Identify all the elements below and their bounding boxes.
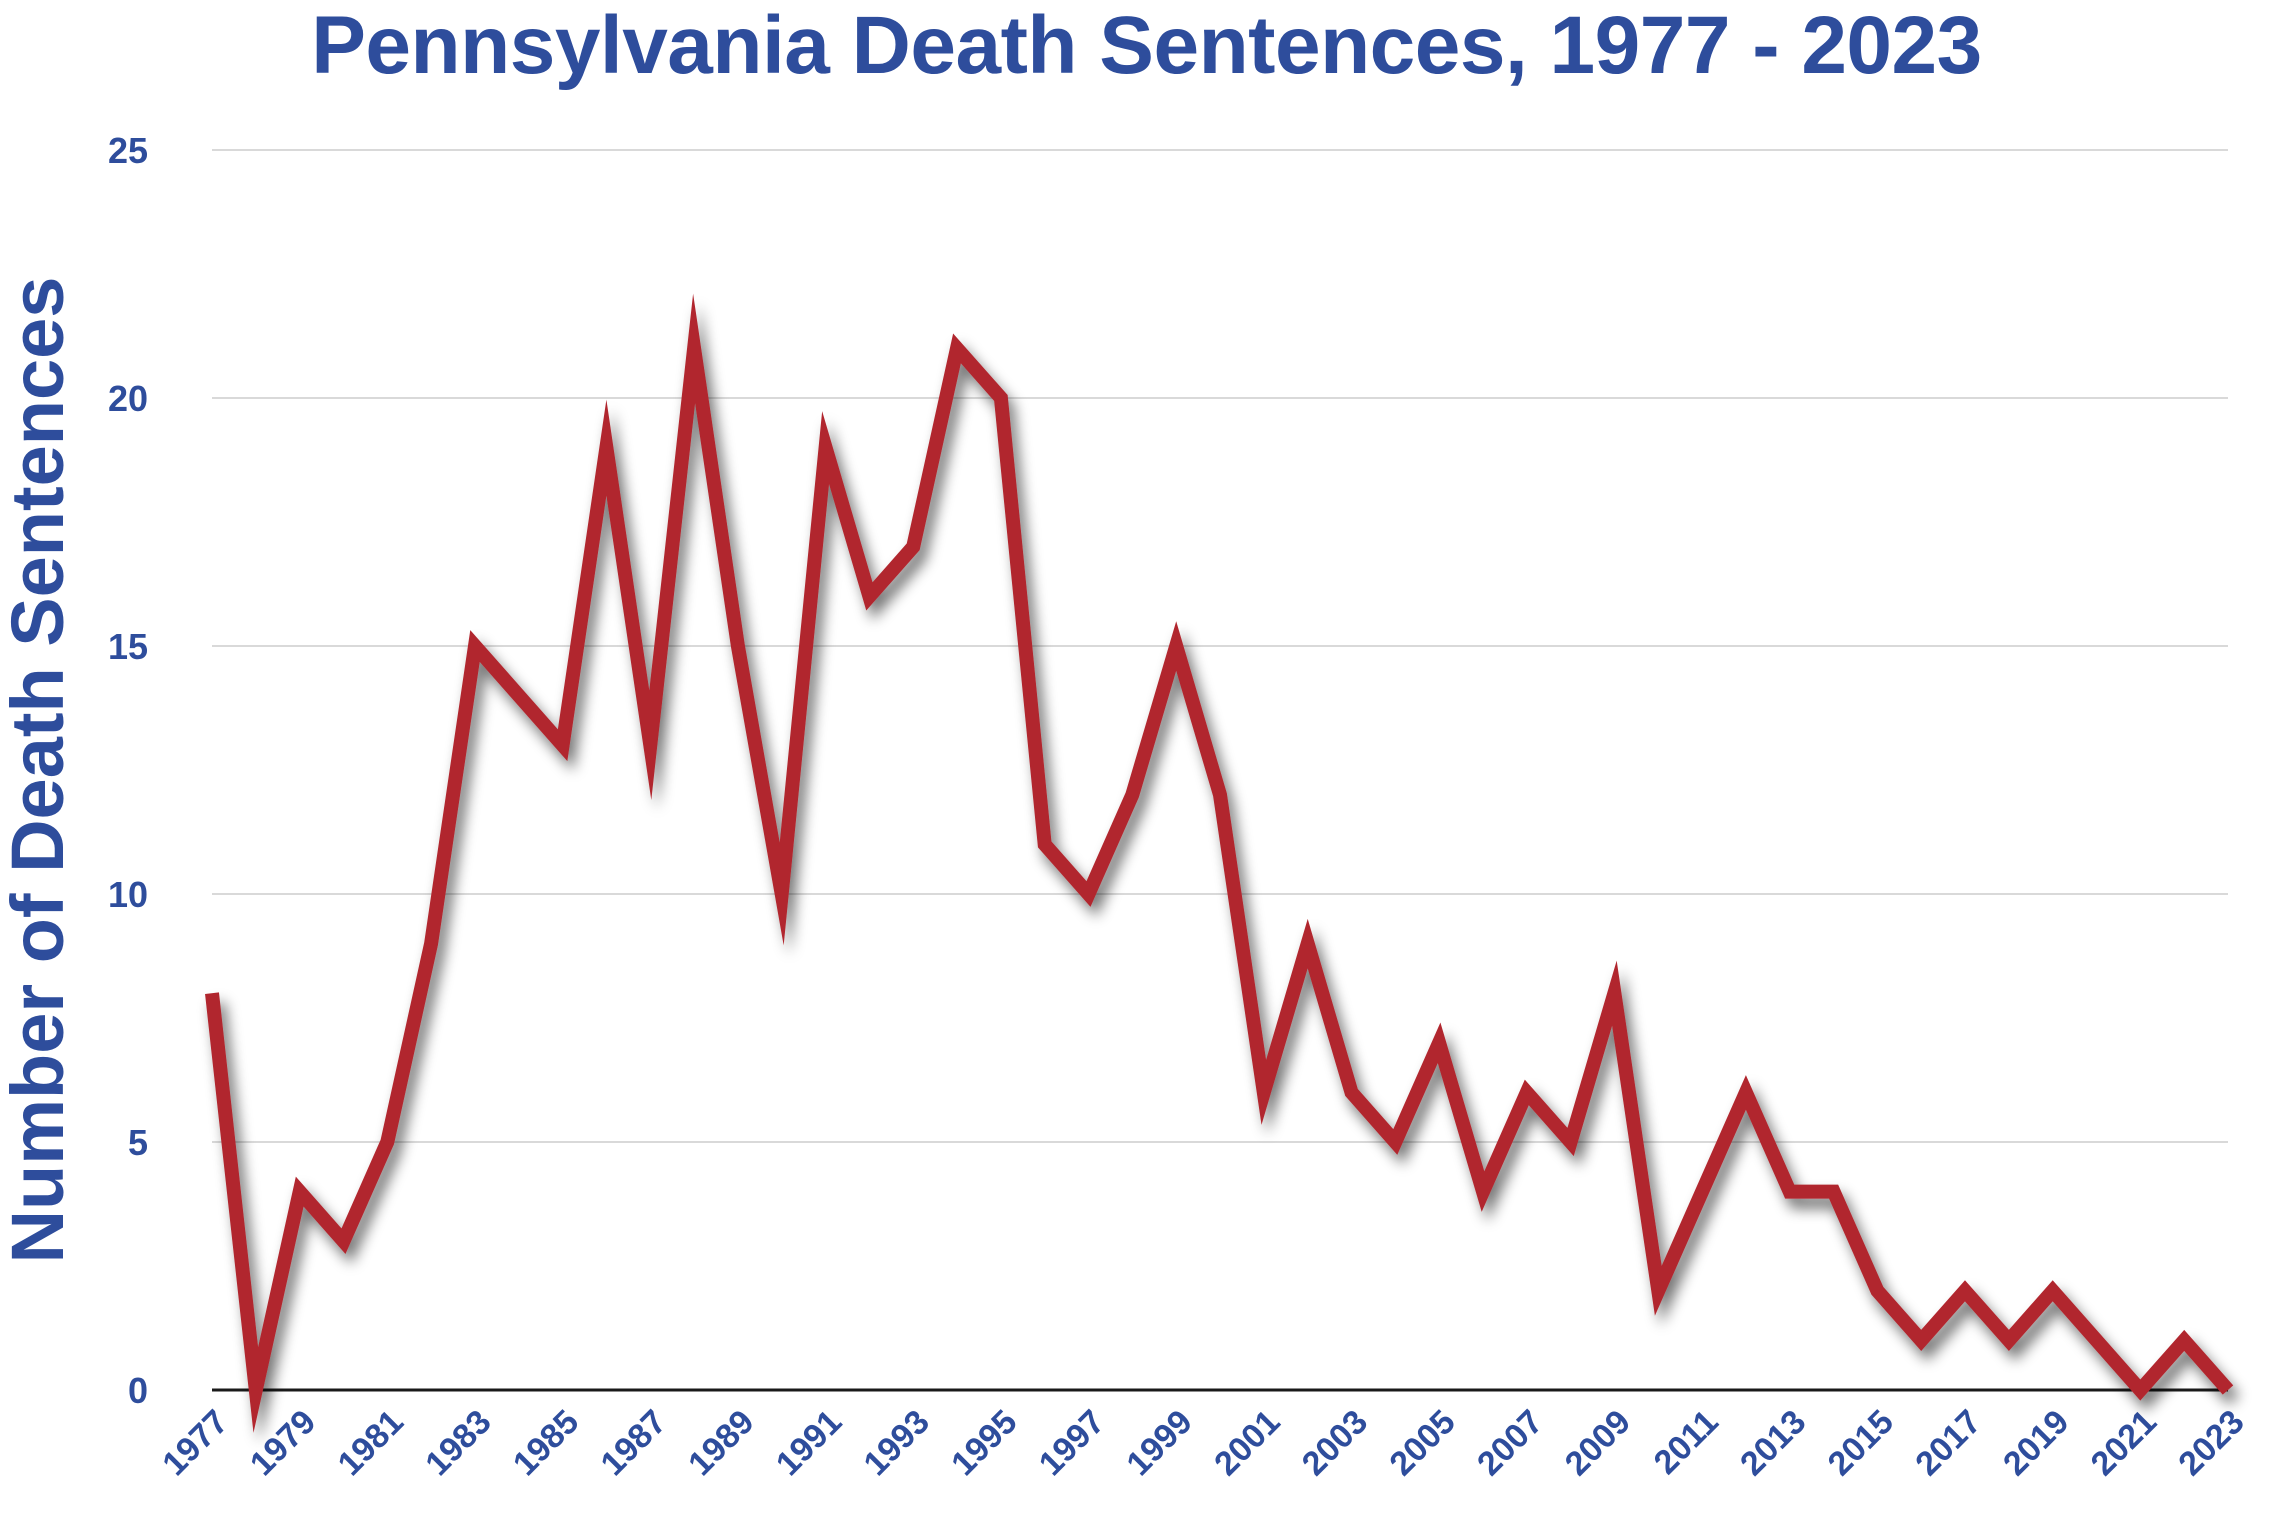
x-tick-label: 1977 bbox=[155, 1403, 235, 1483]
x-tick-label: 1995 bbox=[944, 1403, 1024, 1483]
x-tick-label: 2019 bbox=[1996, 1403, 2076, 1483]
x-tick-label: 2001 bbox=[1207, 1403, 1287, 1483]
x-tick-label: 2003 bbox=[1295, 1403, 1375, 1483]
x-tick-label: 1991 bbox=[769, 1403, 849, 1483]
y-tick-label: 5 bbox=[128, 1122, 148, 1163]
x-tick-label: 1983 bbox=[418, 1403, 498, 1483]
y-tick-label: 15 bbox=[108, 626, 148, 667]
x-tick-label: 1981 bbox=[331, 1403, 411, 1483]
y-tick-label: 10 bbox=[108, 874, 148, 915]
x-tick-label: 2015 bbox=[1821, 1403, 1901, 1483]
series-group bbox=[205, 293, 2234, 1433]
x-tick-label: 2017 bbox=[1908, 1403, 1988, 1483]
y-tick-label: 0 bbox=[128, 1370, 148, 1411]
x-tick-label: 2007 bbox=[1470, 1403, 1550, 1483]
x-tick-label: 2023 bbox=[2171, 1403, 2251, 1483]
x-tick-label: 2021 bbox=[2084, 1403, 2164, 1483]
x-tick-label: 2011 bbox=[1647, 1403, 1726, 1482]
y-tick-label: 20 bbox=[108, 378, 148, 419]
y-tick-label: 25 bbox=[108, 130, 148, 171]
x-tick-label: 1985 bbox=[506, 1403, 586, 1483]
y-tick-labels: 0 5 10 15 20 25 bbox=[108, 130, 148, 1411]
x-tick-label: 2013 bbox=[1733, 1403, 1813, 1483]
x-tick-label: 2009 bbox=[1558, 1403, 1638, 1483]
x-tick-label: 2005 bbox=[1382, 1403, 1462, 1483]
x-tick-labels: 1977 1979 1981 1983 1985 1987 1989 1991 1993 1995… bbox=[155, 1403, 2251, 1483]
gridlines bbox=[212, 149, 2228, 1392]
x-tick-label: 1999 bbox=[1119, 1403, 1199, 1483]
x-tick-label: 1987 bbox=[594, 1403, 674, 1483]
chart-title: Pennsylvania Death Sentences, 1977 - 202… bbox=[311, 0, 1982, 91]
x-tick-label: 1993 bbox=[857, 1403, 937, 1483]
series-line bbox=[205, 293, 2234, 1433]
x-tick-label: 1989 bbox=[681, 1403, 761, 1483]
x-tick-label: 1997 bbox=[1032, 1403, 1112, 1483]
